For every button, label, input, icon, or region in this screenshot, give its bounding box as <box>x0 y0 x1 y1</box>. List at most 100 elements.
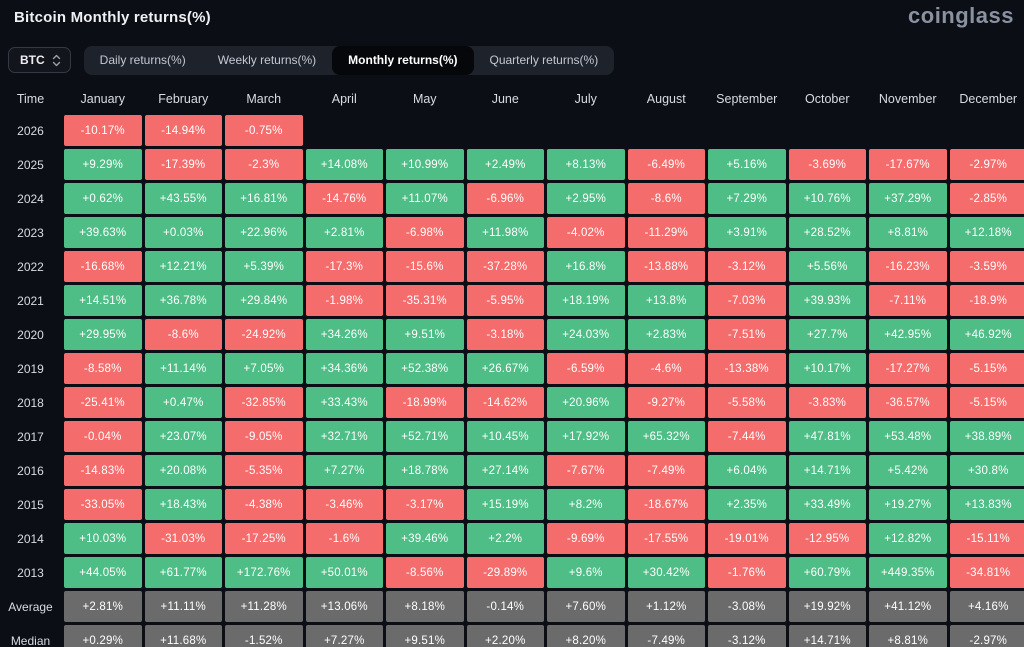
return-cell: +43.55% <box>144 183 222 214</box>
return-cell: +0.29% <box>64 625 142 647</box>
row-label-average: Average <box>8 599 53 614</box>
tab-quarterly[interactable]: Quarterly returns(%) <box>489 53 599 67</box>
tab-weekly[interactable]: Weekly returns(%) <box>217 53 317 67</box>
return-cell: +3.91% <box>708 217 786 248</box>
return-cell: +8.20% <box>547 625 625 647</box>
return-cell: +7.27% <box>305 625 383 647</box>
return-cell <box>386 115 464 146</box>
return-cell: +8.81% <box>869 217 947 248</box>
return-cell: -8.56% <box>386 557 464 588</box>
return-cell: -0.04% <box>64 421 142 452</box>
controls-row: BTC Daily returns(%) Weekly returns(%) Mon… <box>8 44 1024 76</box>
column-header-june: June <box>491 91 519 106</box>
column-header-april: April <box>331 91 357 106</box>
return-cell: -4.6% <box>627 353 705 384</box>
return-cell: +14.51% <box>64 285 142 316</box>
return-cell: -3.17% <box>386 489 464 520</box>
return-cell: +11.28% <box>225 591 303 622</box>
return-cell: +17.92% <box>547 421 625 452</box>
return-cell: +42.95% <box>869 319 947 350</box>
return-cell: -19.01% <box>708 523 786 554</box>
return-cell: -3.12% <box>708 251 786 282</box>
return-cell: +28.52% <box>788 217 866 248</box>
return-cell: -32.85% <box>225 387 303 418</box>
return-cell: +65.32% <box>627 421 705 452</box>
return-cell: +36.78% <box>144 285 222 316</box>
row-label-2023: 2023 <box>17 225 44 240</box>
return-cell: -14.62% <box>466 387 544 418</box>
coinglass-logo[interactable]: coinglass <box>908 3 1014 28</box>
return-cell: +19.92% <box>788 591 866 622</box>
return-cell: +8.81% <box>869 625 947 647</box>
return-cell: +37.29% <box>869 183 947 214</box>
return-cell: +52.71% <box>386 421 464 452</box>
return-cell: +9.29% <box>64 149 142 180</box>
tab-daily[interactable]: Daily returns(%) <box>99 53 186 67</box>
return-cell: -31.03% <box>144 523 222 554</box>
return-cell: +0.62% <box>64 183 142 214</box>
row-label-2016: 2016 <box>17 463 44 478</box>
return-cell: +19.27% <box>869 489 947 520</box>
return-cell: +12.82% <box>869 523 947 554</box>
return-cell: +9.6% <box>547 557 625 588</box>
top-bar: Bitcoin Monthly returns(%) coinglass <box>0 0 1024 38</box>
column-header-july: July <box>574 91 597 106</box>
return-cell: -4.38% <box>225 489 303 520</box>
return-cell: -9.69% <box>547 523 625 554</box>
return-cell: +50.01% <box>305 557 383 588</box>
return-cell: +5.56% <box>788 251 866 282</box>
return-cell: +18.19% <box>547 285 625 316</box>
return-cell: -5.35% <box>225 455 303 486</box>
return-cell: -6.59% <box>547 353 625 384</box>
return-cell: +20.08% <box>144 455 222 486</box>
return-cell: +24.03% <box>547 319 625 350</box>
return-cell: -7.67% <box>547 455 625 486</box>
symbol-select[interactable]: BTC <box>8 47 71 73</box>
return-cell: +33.49% <box>788 489 866 520</box>
return-cell: +2.20% <box>466 625 544 647</box>
return-cell: +5.39% <box>225 251 303 282</box>
return-cell: -17.25% <box>225 523 303 554</box>
return-cell: +7.05% <box>225 353 303 384</box>
return-cell: -37.28% <box>466 251 544 282</box>
return-cell: +2.81% <box>64 591 142 622</box>
column-header-october: October <box>805 91 850 106</box>
return-cell: +7.29% <box>708 183 786 214</box>
return-cell: -3.46% <box>305 489 383 520</box>
return-cell: -36.57% <box>869 387 947 418</box>
return-cell: +2.83% <box>627 319 705 350</box>
row-label-2013: 2013 <box>17 565 44 580</box>
return-cell: -8.6% <box>144 319 222 350</box>
column-header-february: February <box>158 91 209 106</box>
return-cell <box>869 115 947 146</box>
return-cell: +11.11% <box>144 591 222 622</box>
return-cell: +30.42% <box>627 557 705 588</box>
return-cell: +8.18% <box>386 591 464 622</box>
return-cell: +7.27% <box>305 455 383 486</box>
return-cell: -5.58% <box>708 387 786 418</box>
return-cell: +10.76% <box>788 183 866 214</box>
return-cell: +53.48% <box>869 421 947 452</box>
return-cell: +0.03% <box>144 217 222 248</box>
return-cell: -5.95% <box>466 285 544 316</box>
sort-arrows-icon <box>52 54 61 67</box>
return-cell: +26.67% <box>466 353 544 384</box>
return-cell: +39.93% <box>788 285 866 316</box>
column-header-september: September <box>716 91 778 106</box>
row-label-2015: 2015 <box>17 497 44 512</box>
return-cell: +449.35% <box>869 557 947 588</box>
return-cell: +16.8% <box>547 251 625 282</box>
return-cell <box>708 115 786 146</box>
return-cell: -6.98% <box>386 217 464 248</box>
return-cell: +34.36% <box>305 353 383 384</box>
row-label-2024: 2024 <box>17 191 44 206</box>
return-cell: -1.98% <box>305 285 383 316</box>
return-cell: +12.18% <box>949 217 1024 248</box>
return-cell: -6.96% <box>466 183 544 214</box>
return-cell: +10.17% <box>788 353 866 384</box>
tab-monthly[interactable]: Monthly returns(%) <box>332 45 474 75</box>
row-label-2020: 2020 <box>17 327 44 342</box>
return-cell: +18.43% <box>144 489 222 520</box>
return-cell <box>306 115 384 146</box>
return-cell: -16.68% <box>64 251 142 282</box>
